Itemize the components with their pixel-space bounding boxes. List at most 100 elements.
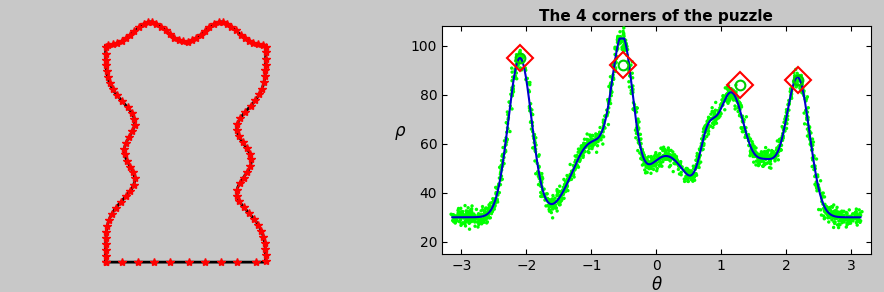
Point (818, 207, 832, 211)
Point (448, 219, 462, 224)
Point (781, 117, 795, 122)
Point (512, 60, 526, 65)
Point (822, 212, 836, 217)
Point (682, 175, 696, 179)
Point (503, 104, 517, 108)
Point (545, 210, 559, 215)
Point (506, 93, 520, 98)
Point (511, 63, 525, 68)
Point (831, 210, 845, 214)
Point (834, 217, 849, 222)
Point (462, 227, 476, 232)
Point (583, 146, 597, 151)
Point (589, 135, 603, 140)
Point (662, 164, 676, 169)
Point (532, 152, 546, 157)
Point (568, 165, 583, 169)
Point (827, 225, 841, 230)
Point (486, 198, 500, 203)
Point (561, 175, 575, 180)
Point (474, 218, 488, 222)
Point (679, 174, 693, 179)
Point (770, 148, 784, 152)
Point (822, 207, 836, 212)
Point (563, 172, 577, 177)
Point (613, 41, 628, 45)
Point (624, 91, 638, 95)
Point (596, 128, 610, 133)
Point (475, 221, 489, 226)
Point (780, 121, 794, 126)
Point (652, 162, 667, 167)
Point (769, 155, 783, 160)
Point (692, 160, 706, 165)
Point (697, 134, 711, 138)
Point (567, 172, 581, 177)
Point (628, 108, 642, 112)
Point (492, 183, 506, 188)
Point (656, 159, 670, 164)
Point (809, 173, 823, 178)
Point (491, 193, 505, 197)
Point (746, 154, 760, 159)
Point (766, 155, 780, 160)
Point (578, 143, 592, 148)
Point (639, 156, 653, 160)
Point (458, 218, 472, 223)
Point (855, 209, 869, 214)
Point (712, 111, 726, 116)
Point (838, 217, 852, 221)
Point (745, 139, 759, 144)
Point (687, 171, 701, 175)
Point (830, 223, 844, 227)
Point (754, 156, 768, 160)
Point (629, 126, 644, 130)
Point (590, 138, 604, 142)
Point (483, 209, 497, 214)
Point (707, 110, 721, 114)
Point (769, 151, 783, 156)
Point (800, 95, 814, 99)
Point (751, 152, 765, 157)
Point (460, 213, 474, 217)
Point (498, 138, 512, 143)
Point (640, 170, 654, 175)
Point (827, 221, 842, 226)
Point (608, 67, 622, 72)
Point (468, 218, 482, 223)
Point (601, 122, 615, 127)
Point (618, 48, 632, 52)
Point (820, 215, 834, 220)
Point (814, 208, 828, 212)
Point (838, 216, 852, 221)
Point (545, 205, 560, 209)
Point (669, 157, 683, 162)
Point (834, 209, 849, 213)
Point (728, 94, 743, 99)
Point (758, 157, 773, 162)
Point (465, 215, 479, 220)
Point (633, 138, 647, 142)
Point (811, 174, 825, 179)
Point (752, 161, 766, 165)
Point (791, 74, 805, 79)
Point (592, 131, 606, 136)
Point (616, 38, 630, 43)
Point (479, 214, 493, 218)
Point (758, 162, 772, 167)
Point (482, 210, 496, 214)
Point (626, 88, 640, 92)
Point (692, 155, 706, 160)
Point (733, 101, 747, 105)
Point (567, 171, 581, 175)
Point (555, 191, 569, 195)
Point (565, 169, 579, 173)
Point (511, 56, 525, 61)
Point (494, 168, 508, 172)
Point (775, 124, 789, 129)
Point (774, 148, 788, 153)
Point (575, 150, 589, 155)
Point (490, 192, 504, 197)
Point (837, 220, 851, 224)
Point (467, 217, 481, 222)
